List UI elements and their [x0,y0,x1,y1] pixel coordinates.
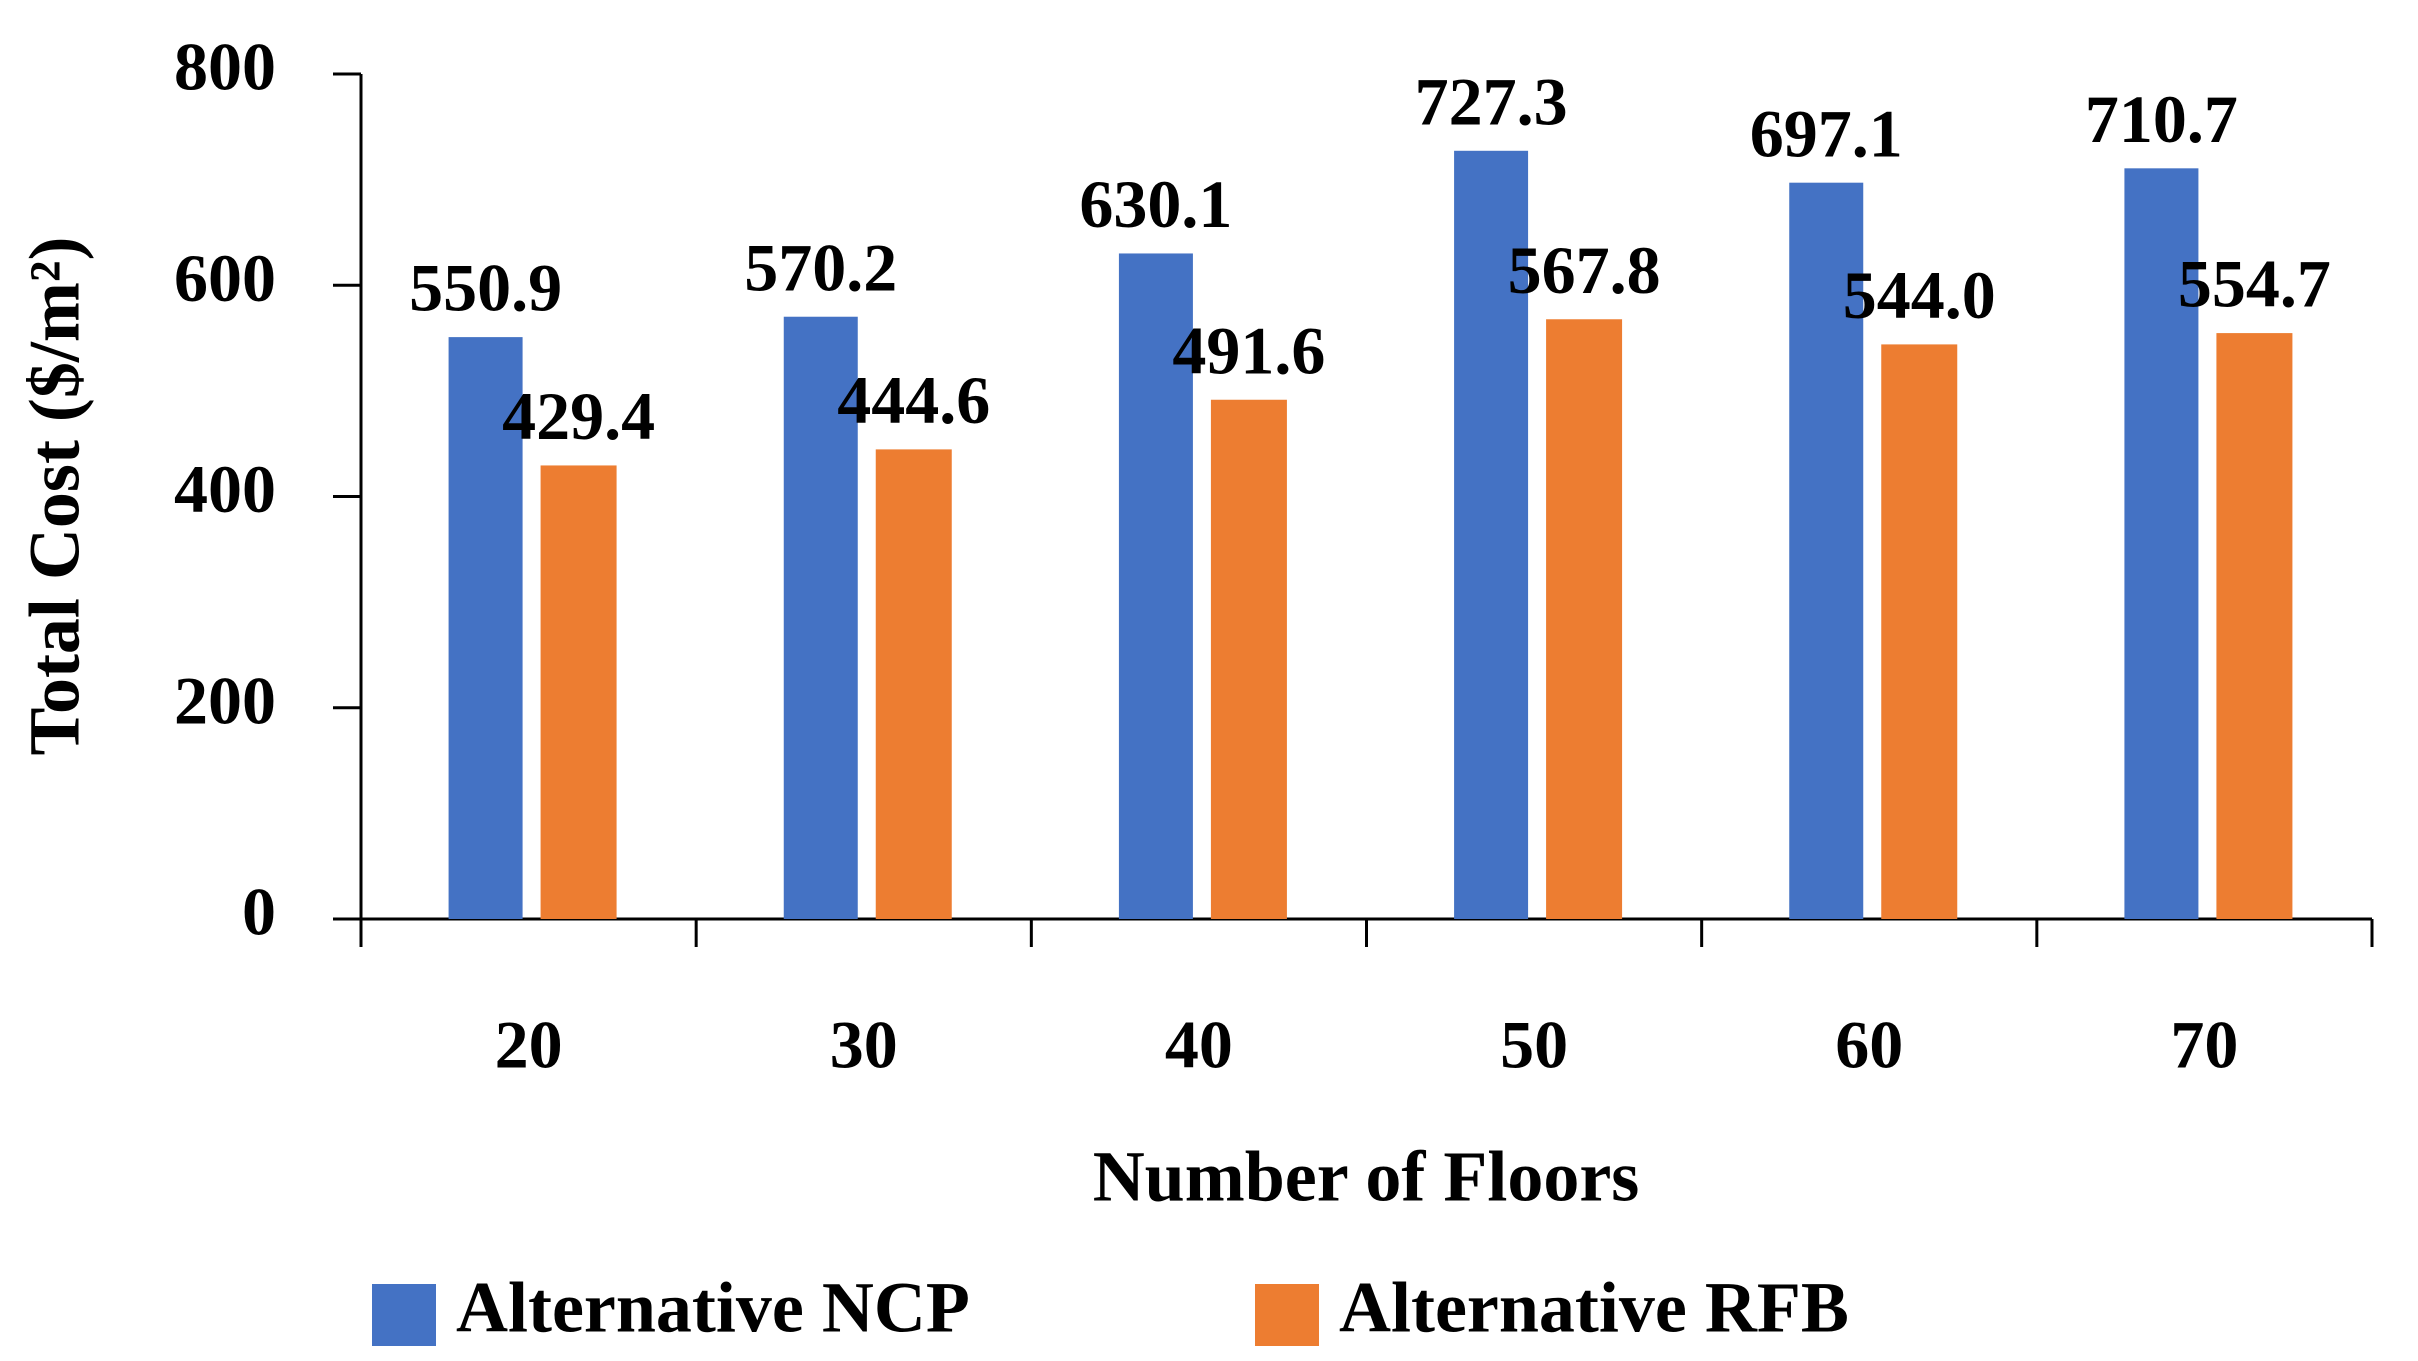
bar [1210,399,1287,919]
bar [875,449,952,919]
legend-label: Alternative RFB [1339,1268,1849,1348]
bar [2216,333,2293,919]
bar [540,465,617,919]
data-label: 697.1 [1750,95,1903,171]
y-tick-label: 600 [174,240,276,316]
data-label: 491.6 [1172,312,1325,388]
x-tick-label: 60 [1835,1007,1903,1083]
data-label: 710.7 [2085,81,2238,157]
legend-swatch [1255,1284,1319,1346]
legend-swatch [372,1284,436,1346]
bar [2124,168,2199,919]
legend-label: Alternative NCP [456,1268,970,1348]
y-tick-label: 0 [242,874,276,950]
data-label: 567.8 [1508,232,1661,308]
x-tick-label: 70 [2170,1007,2238,1083]
bar [448,337,523,919]
data-label: 544.0 [1843,257,1996,333]
bar [783,316,858,919]
bar [1118,253,1193,919]
y-axis-title: Total Cost ($/m²) [15,237,95,756]
bar [1881,344,1958,919]
bar [1546,319,1623,920]
data-label: 550.9 [409,250,562,326]
x-tick-label: 40 [1165,1007,1233,1083]
x-axis-title: Number of Floors [1093,1137,1640,1217]
y-tick-label: 200 [174,662,276,738]
x-tick-label: 20 [495,1007,563,1083]
data-label: 429.4 [502,378,655,454]
bar [1789,182,1864,920]
data-label: 630.1 [1079,166,1232,242]
y-tick-label: 800 [174,29,276,105]
data-label: 570.2 [744,229,897,305]
data-label: 554.7 [2178,246,2331,322]
data-label: 444.6 [837,362,990,438]
x-tick-label: 30 [830,1007,898,1083]
y-tick-label: 400 [174,451,276,527]
x-tick-label: 50 [1500,1007,1568,1083]
bar [1454,150,1529,919]
data-label: 727.3 [1415,63,1568,139]
